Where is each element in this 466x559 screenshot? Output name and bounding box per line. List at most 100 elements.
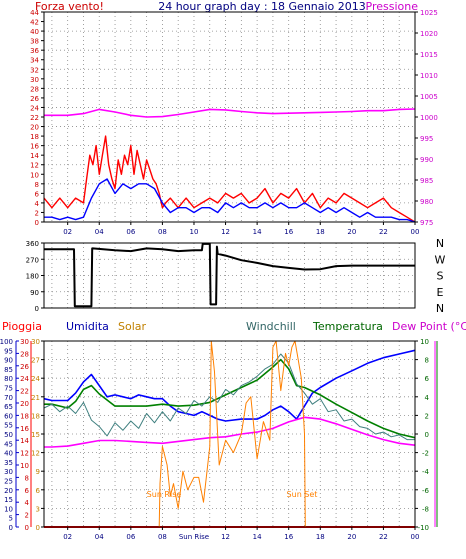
- tick-label-temp: 6: [425, 375, 430, 383]
- tick-label-humidity: 35: [4, 459, 13, 467]
- tick-label-wind: 6: [35, 190, 40, 198]
- tick-label-x-top: 08: [158, 228, 167, 236]
- tick-label-humidity: 50: [4, 431, 13, 439]
- tick-label-temp: -10: [418, 524, 429, 532]
- tick-label-humidity: 70: [4, 394, 13, 402]
- series-dewpoint: [44, 416, 416, 448]
- tick-label-pressure: 1020: [420, 30, 438, 38]
- tick-label-pressure: 975: [420, 219, 433, 227]
- tick-label-wind: 10: [30, 171, 39, 179]
- tick-label-solar: 27: [31, 357, 40, 365]
- tick-label-pressure: 980: [420, 198, 433, 206]
- series-wind: [44, 178, 416, 223]
- tick-label-x-top: 18: [316, 228, 325, 236]
- legend-windchill: Windchill: [246, 320, 296, 333]
- tick-label-x-bottom: 06: [126, 533, 135, 541]
- compass-label: N: [436, 302, 444, 315]
- tick-label-solar: 18: [31, 412, 40, 420]
- tick-label-x-top: 06: [126, 228, 135, 236]
- tick-label-temp: 0: [425, 431, 429, 439]
- tick-label-wind: 38: [30, 38, 39, 46]
- tick-label-wind: 34: [30, 57, 39, 65]
- tick-label-rain: 26: [20, 363, 29, 371]
- tick-label-direction: 360: [26, 240, 39, 248]
- tick-label-wind: 8: [35, 181, 39, 189]
- tick-label-x-bottom: 12: [221, 533, 230, 541]
- tick-label-wind: 36: [30, 47, 39, 55]
- tick-label-rain: 10: [20, 462, 29, 470]
- legend-dewpoint: Dew Point (°C): [392, 320, 466, 333]
- tick-label-rain: 22: [20, 388, 29, 396]
- legend-temperatura: Temperatura: [312, 320, 383, 333]
- top-right-axis-label: Pressione: [366, 0, 419, 13]
- tick-label-temp: 2: [425, 412, 429, 420]
- tick-label-x-top: 14: [253, 228, 262, 236]
- tick-label-pressure: 990: [420, 156, 433, 164]
- tick-label-humidity: 15: [4, 496, 13, 504]
- tick-label-temp: -4: [422, 468, 430, 476]
- tick-label-humidity: 85: [4, 366, 13, 374]
- tick-label-rain: 0: [25, 524, 29, 532]
- tick-label-temp: 8: [425, 357, 429, 365]
- tick-label-wind: 26: [30, 95, 39, 103]
- tick-label-rain: 16: [20, 425, 29, 433]
- tick-label-wind: 12: [30, 162, 39, 170]
- tick-label-humidity: 55: [4, 422, 13, 430]
- tick-label-humidity: 10: [4, 505, 13, 513]
- tick-label-temp: -8: [422, 505, 429, 513]
- tick-label-x-bottom: 00: [411, 533, 420, 541]
- tick-label-x-top: 02: [63, 228, 72, 236]
- tick-label-direction: 180: [26, 273, 39, 281]
- tick-label-temp: 4: [425, 394, 430, 402]
- tick-label-humidity: 90: [4, 357, 13, 365]
- tick-label-temp: -6: [422, 487, 430, 495]
- tick-label-humidity: 65: [4, 403, 13, 411]
- tick-label-pressure: 1000: [420, 114, 438, 122]
- tick-label-x-top: 16: [284, 228, 293, 236]
- tick-label-rain: 4: [25, 499, 30, 507]
- tick-label-pressure: 1010: [420, 72, 438, 80]
- tick-label-wind: 24: [30, 104, 39, 112]
- compass-label: W: [435, 253, 446, 266]
- tick-label-wind: 30: [30, 76, 39, 84]
- legend-solar: Solar: [118, 320, 147, 333]
- tick-label-temp: -2: [422, 450, 429, 458]
- sun-set-annotation: Sun Set: [287, 490, 318, 499]
- tick-label-wind: 44: [30, 9, 39, 17]
- legend-umidita: Umidita: [66, 320, 109, 333]
- tick-label-rain: 24: [20, 375, 29, 383]
- tick-label-pressure: 1005: [420, 93, 438, 101]
- tick-label-direction: 0: [35, 305, 39, 313]
- tick-label-solar: 6: [36, 487, 41, 495]
- tick-label-x-bottom: 22: [379, 533, 388, 541]
- tick-label-pressure: 1015: [420, 51, 438, 59]
- tick-label-humidity: 45: [4, 440, 13, 448]
- top-left-axis-label: Forza vento!: [35, 0, 104, 13]
- tick-label-wind: 2: [35, 209, 39, 217]
- tick-label-humidity: 75: [4, 385, 13, 393]
- tick-label-temp: 10: [420, 338, 429, 346]
- tick-label-x-bottom: 14: [253, 533, 262, 541]
- series-solar: [158, 340, 306, 528]
- tick-label-solar: 21: [31, 394, 40, 402]
- sun-rise-annotation: Sun Rise: [147, 490, 182, 499]
- tick-label-humidity: 100: [0, 338, 13, 346]
- series-temperature: [44, 358, 416, 439]
- tick-label-rain: 8: [25, 474, 29, 482]
- tick-label-x-bottom: 18: [316, 533, 325, 541]
- tick-label-x-bottom: 02: [63, 533, 72, 541]
- tick-label-solar: 9: [36, 468, 40, 476]
- chart-title: 24 hour graph day : 18 Gennaio 2013: [158, 0, 366, 13]
- compass-label: N: [436, 237, 444, 250]
- series-direction: [44, 242, 415, 308]
- tick-label-solar: 0: [36, 524, 40, 532]
- tick-label-direction: 90: [30, 289, 39, 297]
- tick-label-wind: 22: [30, 114, 39, 122]
- tick-label-wind: 28: [30, 85, 39, 93]
- tick-label-x-top: 20: [347, 228, 356, 236]
- tick-label-rain: 12: [20, 450, 29, 458]
- tick-label-humidity: 40: [4, 450, 13, 458]
- tick-label-solar: 24: [31, 375, 40, 383]
- series-humidity: [43, 349, 416, 422]
